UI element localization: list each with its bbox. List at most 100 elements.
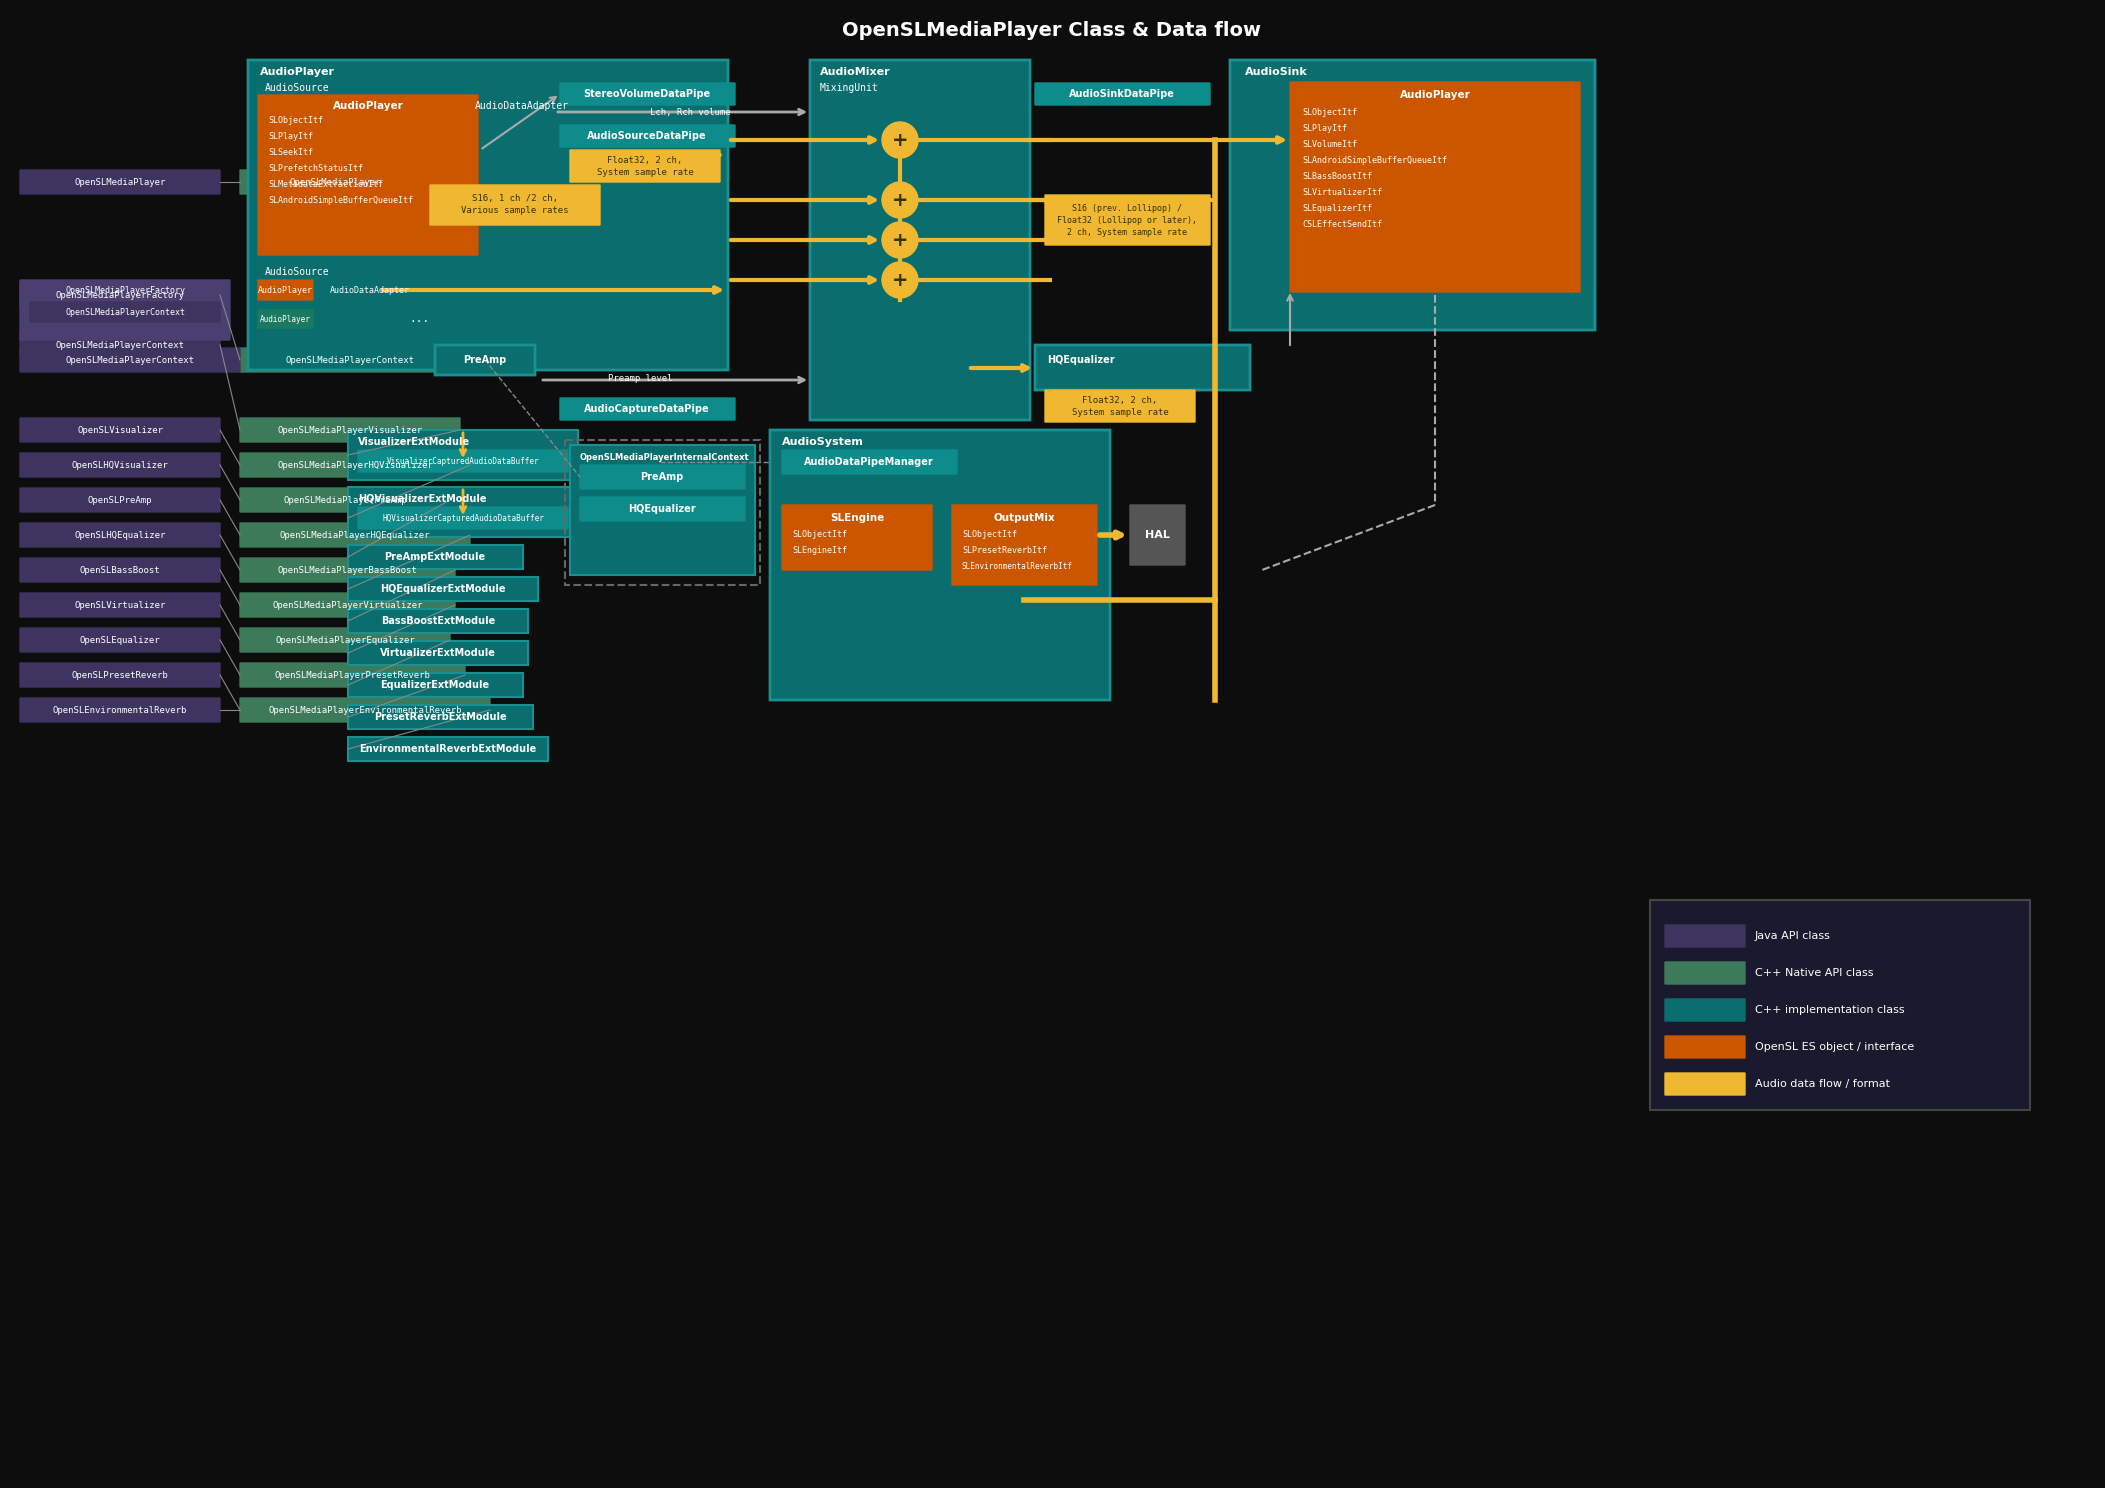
FancyBboxPatch shape — [560, 397, 735, 420]
Text: PresetReverbExtModule: PresetReverbExtModule — [375, 711, 507, 722]
FancyBboxPatch shape — [951, 504, 1097, 585]
Text: SLPlayItf: SLPlayItf — [1303, 124, 1347, 132]
Text: SLAndroidSimpleBufferQueueItf: SLAndroidSimpleBufferQueueItf — [1303, 156, 1446, 165]
Text: OpenSLMediaPlayerVisualizer: OpenSLMediaPlayerVisualizer — [278, 426, 423, 434]
Text: VisualizerExtModule: VisualizerExtModule — [358, 437, 469, 446]
Text: AudioSink: AudioSink — [1244, 67, 1307, 77]
Text: PreAmp: PreAmp — [463, 356, 507, 365]
Text: OpenSLMediaPlayerPreAmp: OpenSLMediaPlayerPreAmp — [284, 496, 406, 504]
FancyBboxPatch shape — [240, 628, 450, 652]
FancyBboxPatch shape — [21, 628, 221, 652]
Text: OpenSLMediaPlayerEnvironmentalReverb: OpenSLMediaPlayerEnvironmentalReverb — [267, 705, 461, 714]
Text: MixingUnit: MixingUnit — [821, 83, 878, 94]
Text: OpenSLEqualizer: OpenSLEqualizer — [80, 635, 160, 644]
Text: SLObjectItf: SLObjectItf — [267, 116, 322, 125]
FancyBboxPatch shape — [347, 705, 533, 729]
FancyBboxPatch shape — [21, 333, 221, 357]
FancyBboxPatch shape — [240, 348, 461, 372]
Text: OpenSLMediaPlayerFactory: OpenSLMediaPlayerFactory — [65, 286, 185, 295]
FancyBboxPatch shape — [570, 445, 756, 574]
FancyBboxPatch shape — [240, 418, 461, 442]
Text: Float32, 2 ch,: Float32, 2 ch, — [608, 156, 682, 165]
Text: OpenSLHQVisualizer: OpenSLHQVisualizer — [72, 460, 168, 470]
FancyBboxPatch shape — [347, 430, 579, 481]
Text: StereoVolumeDataPipe: StereoVolumeDataPipe — [583, 89, 711, 100]
Text: SLEnvironmentalReverbItf: SLEnvironmentalReverbItf — [962, 561, 1074, 570]
FancyBboxPatch shape — [248, 60, 728, 371]
FancyBboxPatch shape — [1665, 998, 1745, 1021]
Text: OpenSLMediaPlayerInternalContext: OpenSLMediaPlayerInternalContext — [581, 452, 749, 461]
Text: OpenSLPreAmp: OpenSLPreAmp — [88, 496, 152, 504]
Text: SLObjectItf: SLObjectItf — [1303, 107, 1358, 116]
Text: HAL: HAL — [1145, 530, 1170, 540]
Text: HQEqualizerExtModule: HQEqualizerExtModule — [381, 583, 505, 594]
Text: SLAndroidSimpleBufferQueueItf: SLAndroidSimpleBufferQueueItf — [267, 195, 413, 204]
FancyBboxPatch shape — [358, 507, 568, 530]
Text: AudioMixer: AudioMixer — [821, 67, 890, 77]
Text: OpenSLVirtualizer: OpenSLVirtualizer — [74, 601, 166, 610]
Text: Lch, Rch volume: Lch, Rch volume — [650, 107, 730, 116]
Text: EnvironmentalReverbExtModule: EnvironmentalReverbExtModule — [360, 744, 537, 754]
Text: OpenSLMediaPlayerEqualizer: OpenSLMediaPlayerEqualizer — [276, 635, 415, 644]
FancyBboxPatch shape — [347, 609, 528, 632]
Text: OpenSLMediaPlayerPresetReverb: OpenSLMediaPlayerPresetReverb — [274, 671, 429, 680]
Text: SLPrefetchStatusItf: SLPrefetchStatusItf — [267, 164, 362, 173]
Text: PreAmpExtModule: PreAmpExtModule — [385, 552, 486, 562]
FancyBboxPatch shape — [1036, 83, 1210, 106]
FancyBboxPatch shape — [29, 302, 221, 321]
FancyBboxPatch shape — [21, 522, 221, 548]
FancyBboxPatch shape — [21, 488, 221, 512]
Circle shape — [882, 182, 918, 219]
Text: AudioSource: AudioSource — [265, 83, 330, 94]
Text: SLBassBoostItf: SLBassBoostItf — [1303, 171, 1372, 180]
FancyBboxPatch shape — [436, 345, 535, 375]
Text: AudioSinkDataPipe: AudioSinkDataPipe — [1069, 89, 1175, 100]
Text: VisualizerCapturedAudioDataBuffer: VisualizerCapturedAudioDataBuffer — [387, 457, 539, 466]
FancyBboxPatch shape — [347, 641, 528, 665]
FancyBboxPatch shape — [21, 558, 221, 582]
Text: OpenSLVisualizer: OpenSLVisualizer — [78, 426, 162, 434]
FancyBboxPatch shape — [1036, 345, 1250, 390]
FancyBboxPatch shape — [240, 170, 429, 193]
FancyBboxPatch shape — [570, 150, 720, 182]
FancyBboxPatch shape — [1665, 1036, 1745, 1058]
FancyBboxPatch shape — [1665, 1073, 1745, 1095]
Text: AudioPlayer: AudioPlayer — [261, 67, 335, 77]
FancyBboxPatch shape — [259, 310, 314, 327]
Text: Float32, 2 ch,: Float32, 2 ch, — [1082, 396, 1158, 405]
Text: OpenSLPresetReverb: OpenSLPresetReverb — [72, 671, 168, 680]
Text: AudioSource: AudioSource — [265, 266, 330, 277]
FancyBboxPatch shape — [240, 452, 469, 478]
Text: AudioSourceDataPipe: AudioSourceDataPipe — [587, 131, 707, 141]
FancyBboxPatch shape — [581, 497, 745, 521]
Text: OpenSLMediaPlayerContext: OpenSLMediaPlayerContext — [65, 308, 185, 317]
FancyBboxPatch shape — [1665, 926, 1745, 946]
Text: OpenSLMediaPlayerContext: OpenSLMediaPlayerContext — [286, 356, 415, 365]
FancyBboxPatch shape — [347, 737, 547, 760]
FancyBboxPatch shape — [240, 698, 490, 722]
Text: +: + — [893, 271, 907, 290]
FancyBboxPatch shape — [21, 283, 221, 307]
Text: HQVisualizerCapturedAudioDataBuffer: HQVisualizerCapturedAudioDataBuffer — [383, 513, 543, 522]
FancyBboxPatch shape — [21, 348, 240, 372]
FancyBboxPatch shape — [21, 664, 221, 687]
FancyBboxPatch shape — [240, 664, 465, 687]
FancyBboxPatch shape — [259, 280, 314, 301]
Text: OpenSLHQEqualizer: OpenSLHQEqualizer — [74, 531, 166, 540]
FancyBboxPatch shape — [21, 280, 229, 339]
Circle shape — [882, 222, 918, 257]
Circle shape — [882, 262, 918, 298]
Text: SLPlayItf: SLPlayItf — [267, 131, 314, 140]
FancyBboxPatch shape — [240, 558, 455, 582]
Text: S16 (prev. Lollipop) /: S16 (prev. Lollipop) / — [1071, 204, 1183, 213]
Text: OpenSLEnvironmentalReverb: OpenSLEnvironmentalReverb — [53, 705, 187, 714]
FancyBboxPatch shape — [781, 504, 933, 570]
Text: HQEqualizer: HQEqualizer — [1046, 356, 1116, 365]
FancyBboxPatch shape — [259, 95, 478, 254]
Text: System sample rate: System sample rate — [1071, 408, 1168, 417]
Text: VirtualizerExtModule: VirtualizerExtModule — [381, 647, 497, 658]
FancyBboxPatch shape — [1290, 82, 1581, 292]
FancyBboxPatch shape — [240, 522, 469, 548]
FancyBboxPatch shape — [347, 673, 522, 696]
Text: AudioPlayer: AudioPlayer — [1400, 89, 1471, 100]
